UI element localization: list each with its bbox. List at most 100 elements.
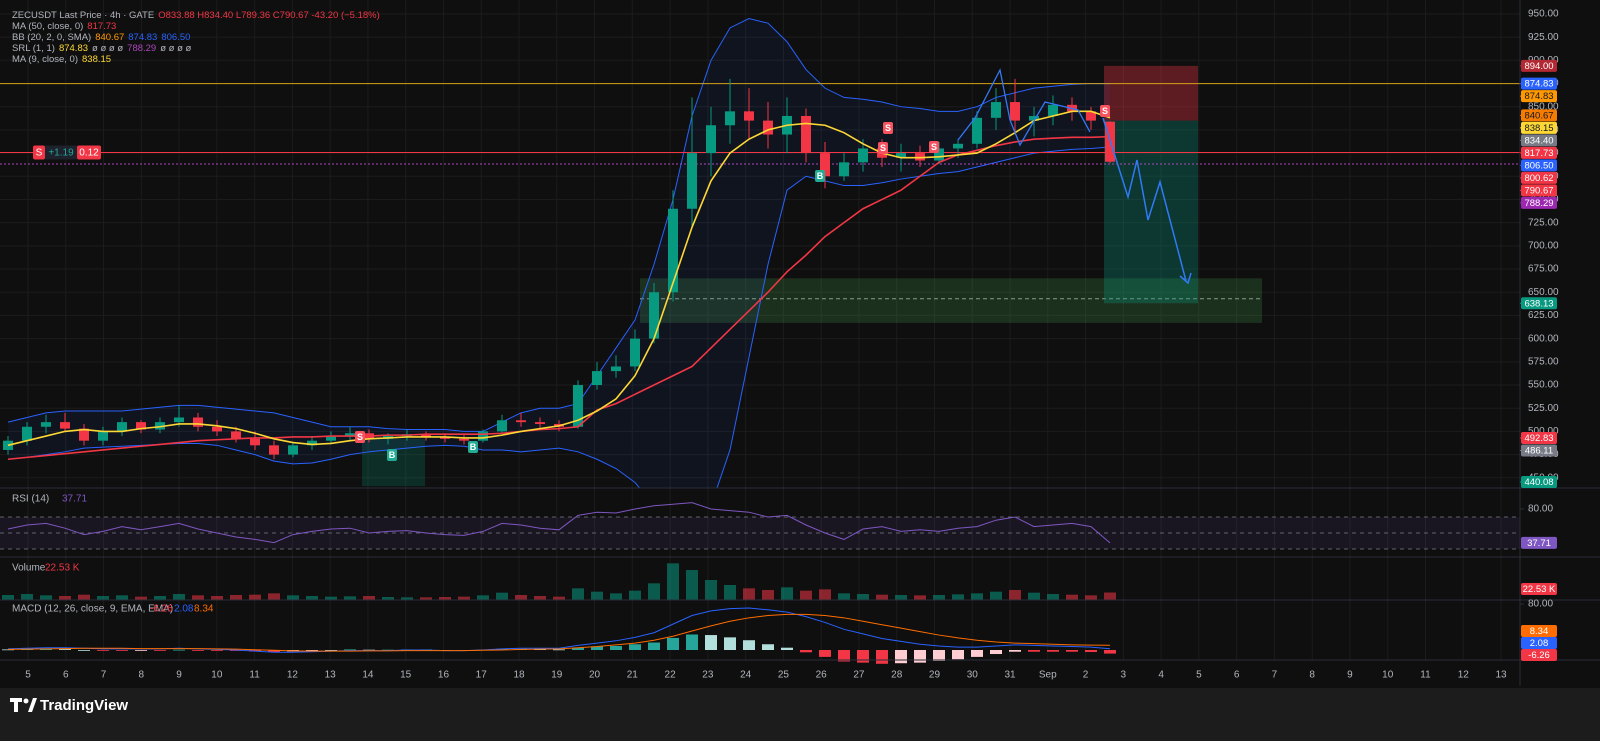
brand-name: TradingView xyxy=(40,697,128,714)
band-fill xyxy=(8,18,1110,488)
x-tick-label: 24 xyxy=(740,670,752,681)
rsi-tag: 37.71 xyxy=(1527,538,1551,549)
volume-bar xyxy=(325,596,337,600)
candle-body xyxy=(345,433,355,437)
price-tag: 874.83 xyxy=(1524,79,1553,90)
volume-bar xyxy=(876,594,888,600)
macd-histogram-bar xyxy=(971,650,983,657)
x-tick-label: 14 xyxy=(362,670,374,681)
price-tag-bg xyxy=(1521,77,1557,90)
footer-bar xyxy=(0,688,1600,741)
volume-bar xyxy=(762,590,774,600)
pane-value: -6.26 xyxy=(150,604,173,615)
indicator-value: 874.83 xyxy=(58,43,89,54)
macd-histogram-bar xyxy=(268,650,280,653)
y-tick-label: 500.00 xyxy=(1528,426,1559,437)
candle-body xyxy=(98,431,108,441)
x-tick-label: 18 xyxy=(513,670,525,681)
signal-marker-bg xyxy=(929,141,939,153)
volume-bar xyxy=(857,594,869,600)
macd-histogram-bar xyxy=(686,634,698,650)
candle-body xyxy=(915,153,925,161)
x-tick-label: 13 xyxy=(325,670,337,681)
volume-tag-bg xyxy=(1521,583,1557,595)
signal-marker: B xyxy=(470,442,477,452)
x-tick-label: 10 xyxy=(211,670,223,681)
indicator-value: 788.29 xyxy=(127,43,157,54)
pattern-drawing xyxy=(957,68,1091,147)
candle-body xyxy=(649,292,659,339)
macd-histogram-bar xyxy=(40,648,52,650)
price-tag-bg xyxy=(1521,134,1557,147)
x-tick-label: 4 xyxy=(1158,670,1164,681)
y-tick-label: 525.00 xyxy=(1528,403,1559,414)
volume-bar xyxy=(610,593,622,600)
x-tick-label: 12 xyxy=(287,670,299,681)
pane-title: RSI (14) xyxy=(12,494,49,505)
signal-marker-bg xyxy=(355,431,365,443)
volume-bar xyxy=(173,594,185,600)
macd-histogram-bar xyxy=(1028,650,1040,652)
macd-histogram-bar xyxy=(648,642,660,650)
candle-body xyxy=(953,143,963,149)
macd-histogram-bar xyxy=(116,650,128,651)
candle-body xyxy=(1086,111,1096,121)
macd-tag-bg xyxy=(1521,649,1557,661)
price-tag-bg xyxy=(1521,90,1557,103)
price-tag: 638.13 xyxy=(1524,298,1553,309)
signal-marker: S xyxy=(1102,106,1108,116)
candle-body xyxy=(763,120,773,135)
band-lower xyxy=(7,146,1111,488)
price-tag-bg xyxy=(1521,109,1557,122)
volume-bar xyxy=(895,595,907,600)
signal-tag-pnl-bg xyxy=(45,145,77,160)
x-tick-label: 9 xyxy=(176,670,182,681)
volume-bar xyxy=(287,595,299,600)
volume-bar xyxy=(477,595,489,600)
candle-body xyxy=(60,422,70,429)
candle-body xyxy=(174,417,184,423)
price-tag: 874.83 xyxy=(1524,91,1553,102)
projection-drawing xyxy=(1102,117,1192,285)
candle-body xyxy=(687,153,697,209)
x-tick-label: 13 xyxy=(1495,670,1507,681)
candle-body xyxy=(22,426,32,441)
candle-body xyxy=(991,102,1001,118)
signal-marker-bg xyxy=(468,441,478,453)
volume-bar xyxy=(952,594,964,600)
macd-histogram-bar xyxy=(667,637,679,650)
x-tick-label: 6 xyxy=(63,670,69,681)
price-tag: 894.00 xyxy=(1524,61,1553,72)
candle-body xyxy=(41,422,51,427)
macd-histogram-bar xyxy=(705,635,717,650)
macd-histogram-bar xyxy=(990,650,1002,655)
price-tag: 788.29 xyxy=(1524,198,1553,209)
macd-histogram-bar xyxy=(572,647,584,650)
macd-histogram-bar xyxy=(59,649,71,650)
candle-body xyxy=(307,440,317,446)
volume-bar xyxy=(401,597,413,600)
pane-value: 2.08 xyxy=(174,604,194,615)
volume-bar xyxy=(553,596,565,600)
macd-histogram-bar xyxy=(952,650,964,660)
pane-title: MACD (12, 26, close, 9, EMA, EMA) xyxy=(12,604,173,615)
moving-average xyxy=(7,135,1111,461)
volume-bar xyxy=(78,594,90,600)
candle-body xyxy=(573,385,583,427)
candle-body xyxy=(592,371,602,386)
volume-bar xyxy=(40,595,52,600)
candle-body xyxy=(516,420,526,423)
candle-body xyxy=(155,422,165,430)
y-tick-label: 925.00 xyxy=(1528,32,1559,43)
indicator-value: 840.67 xyxy=(95,32,125,43)
price-tag-bg xyxy=(1521,432,1557,445)
volume-bar xyxy=(838,593,850,600)
volume-bar xyxy=(59,596,71,600)
signal-marker-bg xyxy=(878,142,888,154)
signal-marker: S xyxy=(885,123,891,133)
indicator-value: ø ø ø ø xyxy=(160,43,192,54)
candle-body xyxy=(478,431,488,441)
macd-tag: -6.26 xyxy=(1528,650,1550,661)
y-tick-label: 550.00 xyxy=(1528,380,1559,391)
